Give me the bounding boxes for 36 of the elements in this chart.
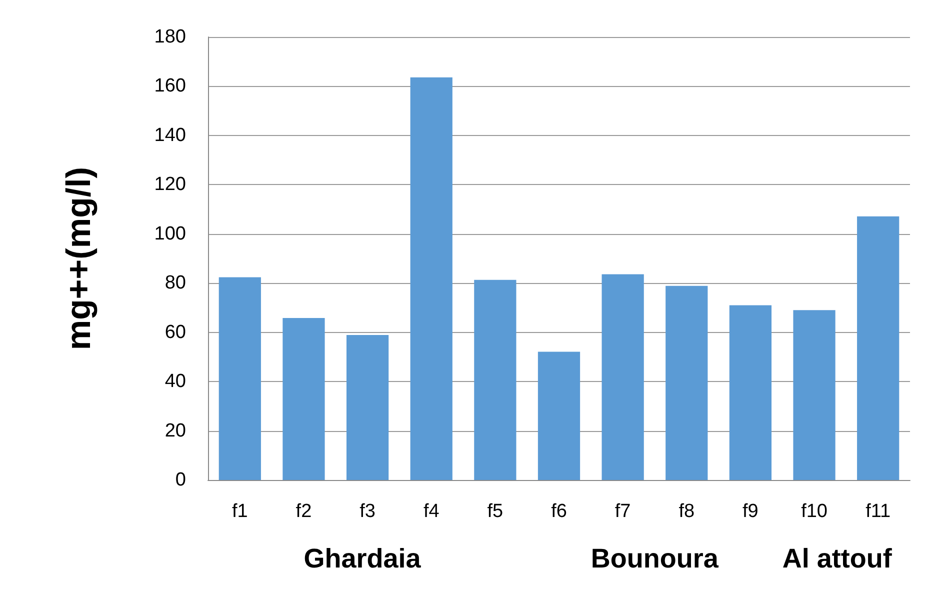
- bar: [793, 310, 836, 480]
- bar: [346, 335, 389, 480]
- y-tick-label: 20: [164, 420, 186, 442]
- y-tick-label: 180: [154, 26, 186, 48]
- y-tick-label: 0: [175, 470, 186, 490]
- x-tick-label: f5: [487, 501, 504, 522]
- x-tick-label: f10: [801, 501, 828, 522]
- y-tick-label: 80: [164, 272, 186, 294]
- text: Al attouf: [782, 544, 893, 574]
- y-axis-title: mg++(mg/l): [60, 166, 98, 350]
- y-tick-label: 160: [154, 76, 186, 97]
- bar: [282, 318, 325, 480]
- x-tick-label: f4: [423, 501, 440, 522]
- text: Ghardaia: [304, 544, 422, 574]
- y-tick-label: 140: [154, 124, 186, 146]
- bar: [538, 352, 580, 480]
- y-tick-label: 120: [154, 174, 186, 196]
- bar: [857, 216, 900, 480]
- bar: [474, 280, 516, 480]
- text: Bounoura: [590, 544, 720, 574]
- y-tick-label: 40: [164, 371, 186, 392]
- x-tick-label: f3: [360, 501, 376, 522]
- x-tick-label: f11: [866, 501, 891, 522]
- bar: [666, 286, 708, 480]
- x-tick-label: f6: [551, 501, 567, 522]
- y-tick-label: 60: [164, 322, 186, 343]
- x-tick-label: f2: [296, 501, 312, 522]
- bar: [602, 274, 644, 480]
- bar: [729, 305, 772, 480]
- x-tick-label: f1: [232, 501, 248, 522]
- x-tick-label: f9: [742, 501, 758, 522]
- x-tick-label: f7: [614, 501, 631, 522]
- x-tick-label: f8: [678, 501, 695, 522]
- y-tick-label: 100: [154, 223, 186, 244]
- bar: [218, 277, 261, 480]
- bar: [410, 77, 452, 480]
